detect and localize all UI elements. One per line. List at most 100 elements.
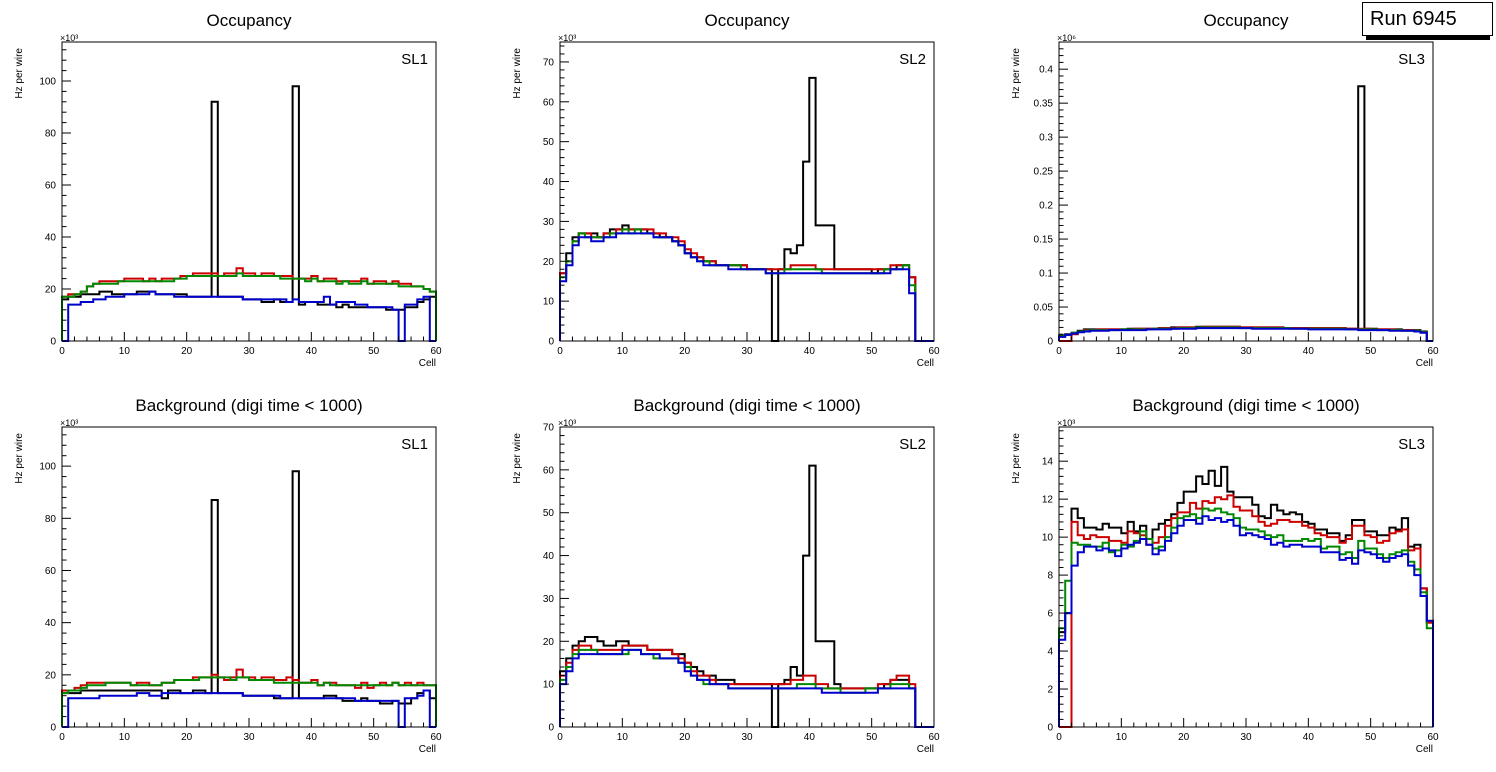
x-tick-label: 40 bbox=[804, 346, 816, 357]
x-tick-label: 60 bbox=[928, 346, 940, 357]
x-tick-label: 20 bbox=[181, 346, 193, 357]
chart-sl-label: SL3 bbox=[1398, 436, 1425, 453]
series-blue bbox=[62, 689, 436, 728]
plot-frame bbox=[1058, 41, 1434, 342]
y-axis-label: Hz per wire bbox=[512, 433, 523, 484]
y-tick-label: 2 bbox=[1047, 685, 1053, 696]
y-exponent: ×10³ bbox=[60, 418, 78, 428]
y-tick-label: 80 bbox=[45, 514, 57, 525]
series-red bbox=[1059, 494, 1434, 728]
x-tick-label: 30 bbox=[1240, 732, 1252, 743]
y-tick-label: 0.15 bbox=[1034, 235, 1054, 246]
chart-bkg-sl3: Background (digi time < 1000) SL3 ×10³ Hz p… bbox=[1011, 396, 1439, 755]
y-tick-label: 20 bbox=[45, 670, 57, 681]
y-tick-label: 12 bbox=[1042, 495, 1054, 506]
x-tick-label: 40 bbox=[306, 732, 318, 743]
series-green bbox=[559, 228, 934, 342]
x-tick-label: 60 bbox=[430, 732, 442, 743]
series-black bbox=[1058, 465, 1434, 727]
y-tick-label: 20 bbox=[543, 637, 555, 648]
y-tick-label: 10 bbox=[1042, 533, 1054, 544]
y-tick-label: 10 bbox=[543, 297, 555, 308]
y-tick-label: 60 bbox=[45, 566, 57, 577]
series-red bbox=[559, 644, 934, 728]
y-tick-label: 40 bbox=[543, 177, 555, 188]
plot-frame bbox=[559, 426, 935, 728]
x-tick-label: 0 bbox=[59, 346, 65, 357]
chart-sl-label: SL2 bbox=[899, 436, 926, 453]
chart-sl-label: SL2 bbox=[899, 51, 926, 68]
x-tick-label: 50 bbox=[866, 732, 878, 743]
y-tick-label: 40 bbox=[45, 618, 57, 629]
x-tick-label: 60 bbox=[1427, 732, 1439, 743]
y-exponent: ×10³ bbox=[558, 33, 576, 43]
y-axis-label: Hz per wire bbox=[512, 48, 523, 99]
chart-bkg-sl2: Background (digi time < 1000) SL2 ×10³ Hz p… bbox=[512, 396, 940, 755]
y-tick-label: 0.3 bbox=[1039, 133, 1053, 144]
x-tick-label: 30 bbox=[741, 732, 753, 743]
x-tick-label: 40 bbox=[306, 346, 318, 357]
x-tick-label: 60 bbox=[928, 732, 940, 743]
x-tick-label: 20 bbox=[1178, 732, 1190, 743]
series-red bbox=[559, 228, 934, 342]
y-exponent: ×10³ bbox=[60, 33, 78, 43]
x-tick-label: 0 bbox=[59, 732, 65, 743]
x-tick-label: 10 bbox=[1116, 346, 1128, 357]
y-tick-label: 0 bbox=[50, 723, 56, 734]
y-exponent: ×10³ bbox=[1057, 418, 1075, 428]
y-tick-label: 30 bbox=[543, 594, 555, 605]
y-tick-label: 0.1 bbox=[1039, 269, 1053, 280]
plot-frame bbox=[559, 41, 935, 342]
chart-bkg-sl1: Background (digi time < 1000) SL1 ×10³ Hz p… bbox=[14, 396, 442, 755]
chart-title: Occupancy bbox=[704, 11, 790, 30]
x-tick-label: 60 bbox=[1427, 346, 1439, 357]
y-tick-label: 60 bbox=[543, 97, 555, 108]
run-label-box: Run 6945 bbox=[1362, 2, 1493, 40]
plot-frame bbox=[1058, 426, 1434, 728]
x-tick-label: 10 bbox=[617, 346, 629, 357]
x-tick-label: 50 bbox=[1365, 732, 1377, 743]
chart-occ-sl3: Occupancy SL3 ×10⁶ Hz per wire Cell 0 10 20 30 40… bbox=[1011, 11, 1439, 369]
chart-sl-label: SL1 bbox=[401, 436, 428, 453]
y-tick-label: 70 bbox=[543, 423, 555, 434]
series-red bbox=[61, 267, 437, 341]
y-tick-label: 0.4 bbox=[1039, 65, 1053, 76]
y-tick-label: 10 bbox=[543, 680, 555, 691]
series-black bbox=[559, 76, 934, 342]
series-green bbox=[61, 676, 437, 727]
chart-title: Occupancy bbox=[206, 11, 292, 30]
y-tick-label: 70 bbox=[543, 57, 555, 68]
chart-occ-sl2: Occupancy SL2 ×10³ Hz per wire Cell 0 10 20 30 40… bbox=[512, 11, 940, 369]
chart-title: Background (digi time < 1000) bbox=[135, 396, 362, 415]
x-tick-label: 20 bbox=[1178, 346, 1190, 357]
y-tick-label: 0 bbox=[1047, 723, 1053, 734]
x-tick-label: 0 bbox=[557, 732, 563, 743]
series-blue bbox=[559, 648, 934, 728]
x-tick-label: 60 bbox=[430, 346, 442, 357]
series-black bbox=[1058, 85, 1433, 342]
y-tick-label: 60 bbox=[543, 465, 555, 476]
series-blue bbox=[62, 290, 436, 342]
x-tick-label: 40 bbox=[1303, 732, 1315, 743]
x-axis-label: Cell bbox=[419, 744, 436, 755]
x-tick-label: 30 bbox=[243, 732, 255, 743]
y-tick-label: 50 bbox=[543, 137, 555, 148]
y-tick-label: 20 bbox=[45, 285, 57, 296]
y-tick-label: 60 bbox=[45, 181, 57, 192]
y-tick-label: 30 bbox=[543, 217, 555, 228]
y-exponent: ×10⁶ bbox=[1057, 33, 1076, 43]
y-tick-label: 40 bbox=[45, 233, 57, 244]
x-tick-label: 40 bbox=[1303, 346, 1315, 357]
y-axis-label: Hz per wire bbox=[1011, 433, 1022, 484]
x-tick-label: 10 bbox=[119, 346, 131, 357]
y-tick-label: 0 bbox=[50, 337, 56, 348]
y-tick-label: 0 bbox=[548, 723, 554, 734]
y-axis-label: Hz per wire bbox=[14, 48, 25, 99]
series-black bbox=[61, 470, 437, 727]
x-tick-label: 30 bbox=[741, 346, 753, 357]
y-tick-label: 0.2 bbox=[1039, 201, 1053, 212]
x-tick-label: 0 bbox=[1056, 346, 1062, 357]
x-tick-label: 20 bbox=[181, 732, 193, 743]
y-exponent: ×10³ bbox=[558, 418, 576, 428]
